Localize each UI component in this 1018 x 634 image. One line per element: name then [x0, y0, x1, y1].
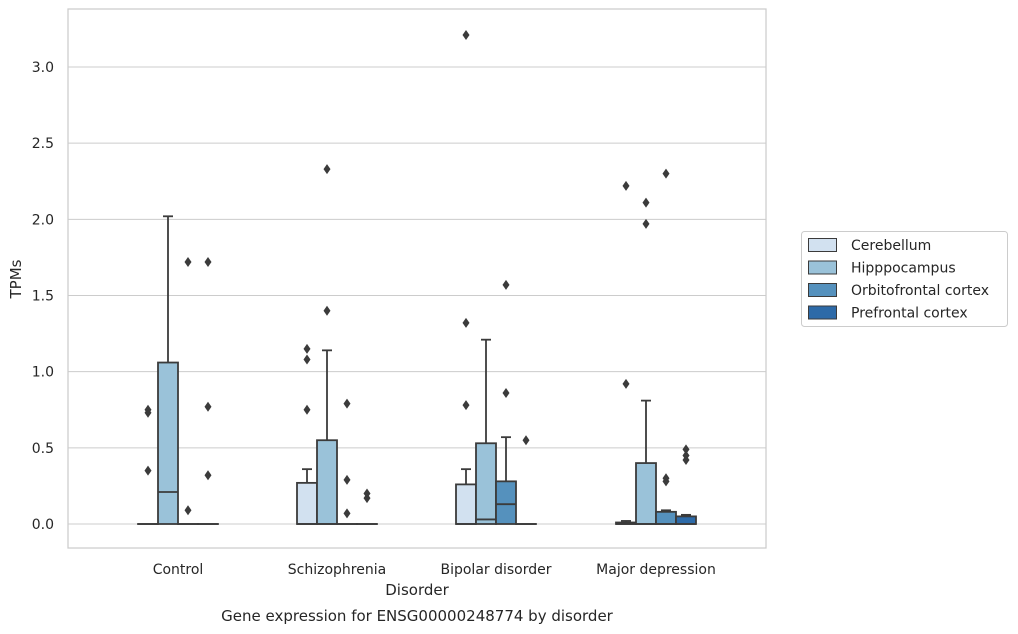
y-tick-label: 0.5	[32, 441, 54, 457]
y-tick-label: 0.0	[32, 517, 54, 533]
box-body	[655, 510, 677, 525]
outlier-point	[343, 474, 351, 485]
box-body	[635, 462, 657, 525]
outlier-point	[303, 404, 311, 415]
outlier-point	[343, 398, 351, 409]
outlier-point	[184, 505, 192, 516]
outlier-point	[144, 465, 152, 476]
box-3-0	[197, 256, 219, 525]
outlier-point	[642, 218, 650, 229]
outlier-point	[622, 378, 630, 389]
box-body	[495, 480, 517, 525]
outlier-point	[204, 470, 212, 481]
plot-frame	[67, 8, 767, 549]
outlier-point	[343, 508, 351, 519]
outlier-point	[363, 488, 371, 499]
chart-title: Gene expression for ENSG00000248774 by d…	[221, 607, 614, 625]
outlier-point	[622, 180, 630, 191]
outlier-point	[323, 305, 331, 316]
outlier-point	[303, 354, 311, 365]
box-2-0	[177, 256, 199, 525]
box-body	[475, 442, 497, 525]
outlier-point	[144, 404, 152, 415]
outlier-point	[462, 30, 470, 41]
outlier-point	[642, 197, 650, 208]
legend-swatch	[808, 283, 837, 297]
legend-label: Cerebellum	[851, 238, 931, 254]
boxes	[137, 30, 697, 525]
outlier-point	[204, 401, 212, 412]
outlier-point	[303, 343, 311, 354]
box-2-2	[495, 279, 517, 525]
outlier-point	[462, 400, 470, 411]
legend-label: Prefrontal cortex	[851, 306, 968, 322]
box-body	[296, 481, 318, 525]
y-tick-label: 1.5	[32, 289, 54, 305]
legend-label: Hipppocampus	[851, 261, 956, 277]
y-tick-label: 3.0	[32, 60, 54, 76]
x-axis-title: Disorder	[385, 581, 449, 599]
outlier-point	[522, 435, 530, 446]
outlier-point	[682, 444, 690, 455]
y-axis-title: TPMs	[7, 259, 25, 299]
outlier-point	[662, 168, 670, 179]
outlier-point	[462, 317, 470, 328]
box-3-3	[675, 444, 697, 525]
box-1-3	[635, 197, 657, 525]
box-0-0	[137, 404, 159, 525]
outlier-point	[662, 473, 670, 484]
outlier-point	[184, 256, 192, 267]
x-tick-label: Control	[153, 562, 204, 578]
x-tick-label: Schizophrenia	[288, 562, 386, 578]
legend-frame	[801, 231, 1008, 327]
y-tick-label: 2.5	[32, 136, 54, 152]
outlier-point	[323, 164, 331, 175]
box-1-0	[157, 215, 179, 525]
box-body	[675, 515, 697, 525]
legend: Cerebellum Hipppocampus Orbitofrontal cort…	[801, 231, 1008, 327]
outlier-point	[502, 279, 510, 290]
box-0-1	[296, 343, 318, 525]
box-body	[455, 483, 477, 525]
legend-swatch	[808, 260, 837, 275]
x-tick-label: Major depression	[596, 562, 716, 578]
legend-swatch	[808, 238, 837, 252]
x-tick-labels: Control Schizophrenia Bipolar disorder Majo…	[153, 562, 716, 578]
legend-swatch	[808, 305, 837, 320]
box-1-1	[316, 164, 338, 525]
box-body	[316, 439, 338, 525]
y-tick-labels: 0.0 0.5 1.0 1.5 2.0 2.5 3.0	[32, 60, 54, 533]
box-3-2	[515, 435, 537, 525]
y-tick-label: 2.0	[32, 212, 54, 228]
legend-label: Orbitofrontal cortex	[851, 283, 989, 299]
outlier-point	[682, 450, 690, 461]
outlier-point	[502, 387, 510, 398]
x-tick-label: Bipolar disorder	[440, 562, 551, 578]
box-3-1	[356, 488, 378, 525]
y-tick-label: 1.0	[32, 365, 54, 381]
box-body	[157, 361, 179, 525]
box-0-2	[455, 30, 477, 525]
outlier-point	[204, 256, 212, 267]
